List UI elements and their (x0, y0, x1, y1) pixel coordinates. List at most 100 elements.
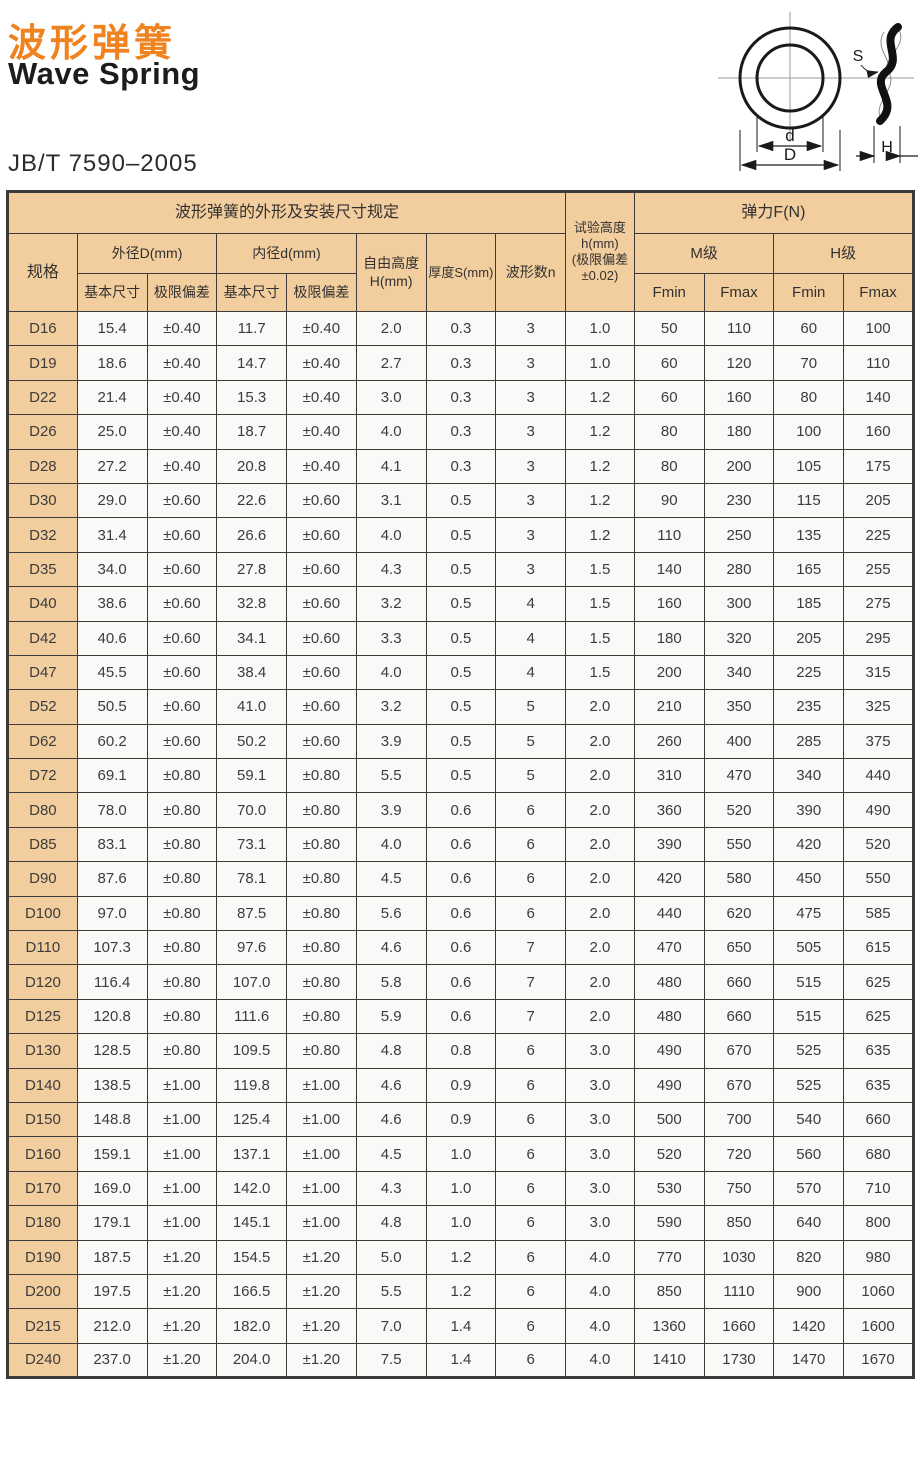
value-cell: 0.9 (425, 1067, 497, 1103)
value-cell: ±0.80 (146, 826, 218, 863)
H-label: H (881, 139, 893, 156)
value-cell: 0.6 (425, 861, 497, 897)
S-leader-line (860, 64, 879, 79)
header-limit-dev-D: 极限偏差 (146, 273, 218, 312)
wave-spring-diagram: d D S H (718, 12, 918, 171)
value-cell: 6 (495, 1101, 566, 1138)
table-row: D215 212.0 ±1.20 182.0 ±1.20 7.0 1.4 6 4.0 1360 16… (7, 1308, 914, 1344)
spec-cell: D80 (7, 792, 78, 828)
value-cell: 119.8 (216, 1067, 287, 1103)
value-cell: 5.9 (355, 998, 427, 1035)
value-cell: 60 (633, 379, 705, 416)
value-cell: 0.5 (425, 586, 497, 622)
spec-cell: D120 (7, 964, 78, 1000)
value-cell: 310 (633, 758, 705, 794)
spec-cell: D28 (7, 448, 78, 484)
value-cell: 820 (773, 1239, 845, 1275)
value-cell: 710 (843, 1170, 914, 1207)
spec-cell: D47 (7, 654, 78, 691)
value-cell: 3.0 (565, 1136, 635, 1172)
spec-cell: D32 (7, 517, 78, 553)
value-cell: 620 (703, 895, 775, 932)
value-cell: 375 (843, 723, 914, 760)
value-cell: 4.0 (355, 654, 427, 691)
value-cell: ±1.20 (286, 1239, 357, 1275)
value-cell: ±0.80 (146, 861, 218, 897)
value-cell: 7 (495, 964, 566, 1000)
value-cell: 205 (773, 620, 845, 656)
value-cell: ±1.00 (286, 1067, 357, 1103)
value-cell: 38.4 (216, 654, 287, 691)
table-header: 波形弹簧的外形及安装尺寸规定 试验高度 h(mm) (极限偏差 ±0.02) 弹… (7, 191, 915, 312)
value-cell: 525 (773, 1067, 845, 1103)
value-cell: 3.9 (355, 723, 427, 760)
value-cell: 4.5 (355, 861, 427, 897)
value-cell: 0.3 (425, 379, 497, 416)
value-cell: 1030 (703, 1239, 775, 1275)
value-cell: ±0.40 (146, 448, 218, 484)
value-cell: 315 (843, 654, 914, 691)
value-cell: 295 (843, 620, 914, 656)
value-cell: 0.6 (425, 998, 497, 1035)
value-cell: 1.0 (565, 345, 635, 381)
value-cell: 0.5 (425, 723, 497, 760)
value-cell: 3.2 (355, 586, 427, 622)
value-cell: 50.5 (76, 689, 148, 725)
value-cell: 4.0 (355, 826, 427, 863)
value-cell: 390 (773, 792, 845, 828)
value-cell: 140 (843, 379, 914, 416)
spec-cell: D62 (7, 723, 78, 760)
value-cell: 450 (773, 861, 845, 897)
spec-cell: D130 (7, 1033, 78, 1069)
value-cell: 6 (495, 826, 566, 863)
value-cell: 187.5 (76, 1239, 148, 1275)
table-row: D120 116.4 ±0.80 107.0 ±0.80 5.8 0.6 7 2.0 480 660… (7, 964, 914, 1000)
value-cell: ±0.40 (286, 448, 357, 484)
value-cell: 770 (633, 1239, 705, 1275)
value-cell: 185 (773, 586, 845, 622)
value-cell: 4.0 (565, 1273, 635, 1310)
value-cell: 3 (495, 345, 566, 381)
value-cell: ±1.20 (286, 1273, 357, 1310)
page-title-en: Wave Spring (8, 56, 201, 91)
value-cell: 3.0 (565, 1067, 635, 1103)
value-cell: 45.5 (76, 654, 148, 691)
value-cell: 625 (843, 964, 914, 1000)
value-cell: 6 (495, 1033, 566, 1069)
value-cell: 11.7 (216, 310, 287, 347)
value-cell: 175 (843, 448, 914, 484)
value-cell: ±0.60 (146, 551, 218, 588)
outer-circle (738, 26, 842, 130)
value-cell: 115 (773, 482, 845, 519)
table-row: D125 120.8 ±0.80 111.6 ±0.80 5.9 0.6 7 2.0 480 660… (7, 998, 914, 1035)
value-cell: 2.0 (355, 310, 427, 347)
value-cell: 520 (843, 826, 914, 863)
value-cell: 320 (703, 620, 775, 656)
table-row: D52 50.5 ±0.60 41.0 ±0.60 3.2 0.5 5 2.0 210 350 235… (7, 689, 914, 725)
value-cell: ±0.80 (146, 758, 218, 794)
value-cell: 440 (633, 895, 705, 932)
value-cell: 350 (703, 689, 775, 725)
value-cell: ±0.60 (146, 482, 218, 519)
header-shape-install-title: 波形弹簧的外形及安装尺寸规定 (7, 191, 566, 234)
value-cell: 7 (495, 930, 566, 966)
table-body: D16 15.4 ±0.40 11.7 ±0.40 2.0 0.3 3 1.0 50 110 60 10… (7, 310, 914, 1379)
value-cell: 3 (495, 517, 566, 553)
value-cell: ±1.00 (286, 1101, 357, 1138)
table-row: D16 15.4 ±0.40 11.7 ±0.40 2.0 0.3 3 1.0 50 110 60 10… (7, 310, 914, 347)
value-cell: ±0.60 (286, 689, 357, 725)
value-cell: 635 (843, 1067, 914, 1103)
value-cell: ±0.60 (146, 620, 218, 656)
value-cell: 69.1 (76, 758, 148, 794)
value-cell: 0.5 (425, 758, 497, 794)
value-cell: 560 (773, 1136, 845, 1172)
table-row: D240 237.0 ±1.20 204.0 ±1.20 7.5 1.4 6 4.0 1410 17… (7, 1342, 914, 1379)
value-cell: 179.1 (76, 1205, 148, 1241)
header-h-grade: H级 (773, 233, 914, 274)
value-cell: 32.8 (216, 586, 287, 622)
value-cell: 585 (843, 895, 914, 932)
header-basic-size-d: 基本尺寸 (216, 273, 287, 312)
value-cell: 1.5 (565, 586, 635, 622)
value-cell: 700 (703, 1101, 775, 1138)
value-cell: ±0.60 (146, 654, 218, 691)
